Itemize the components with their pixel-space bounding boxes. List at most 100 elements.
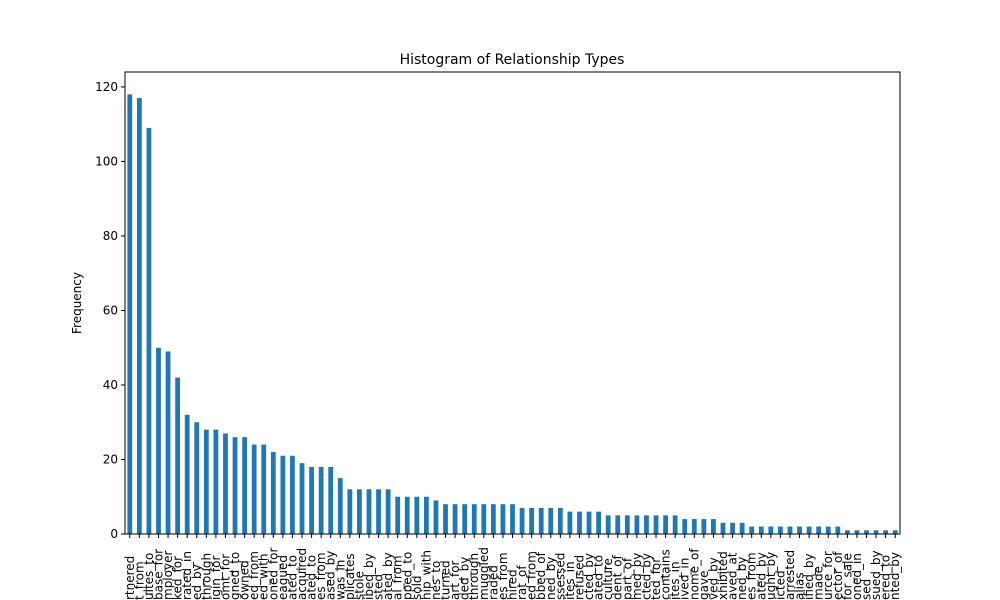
bar [577, 511, 582, 534]
bar [385, 489, 391, 534]
bar [328, 466, 334, 534]
x-tick-label: ted_for [649, 558, 663, 600]
bar [127, 94, 133, 535]
x-tick-label: ed_by [190, 564, 204, 600]
x-tick-label: part_of [620, 557, 634, 600]
bar [309, 466, 314, 534]
bar [376, 489, 381, 534]
x-tick-label: oned_in [850, 553, 864, 600]
x-tick-label: omt_for [218, 554, 232, 600]
y-axis-label: Frequency [70, 272, 84, 334]
bar [634, 515, 640, 534]
bar [624, 515, 630, 534]
x-tick-label: art_for [448, 560, 462, 600]
x-tick-label: hired [506, 569, 520, 600]
x-tick-label: made [812, 566, 826, 600]
bar [892, 530, 898, 534]
bar [653, 515, 659, 534]
x-tick-label: t_from [132, 561, 146, 600]
x-tick-label: gned_to [228, 552, 242, 600]
x-tick-label: sued_by [869, 550, 883, 600]
bar [471, 504, 477, 534]
bar [787, 526, 793, 534]
bar [500, 504, 506, 534]
bar [175, 377, 181, 534]
bar [490, 504, 496, 534]
bar [663, 515, 668, 534]
x-tick-label: rat_of [515, 565, 529, 600]
bar [232, 437, 238, 534]
bar [567, 511, 573, 534]
bar [816, 526, 822, 534]
chart-title: Histogram of Relationship Types [400, 52, 625, 68]
y-tick-label: 40 [103, 378, 118, 392]
bar [825, 526, 831, 534]
x-tick-label: ed_from [247, 551, 261, 600]
x-tick-label: turned [439, 560, 453, 600]
bar [538, 507, 544, 534]
bar [644, 515, 649, 534]
x-tick-label: ered_to [879, 555, 893, 600]
bar [462, 504, 468, 534]
x-tick-label: acquired [295, 548, 309, 600]
bar [290, 455, 295, 534]
x-tick-label: ved_by [706, 557, 720, 600]
x-tick-label: refused [572, 555, 586, 600]
x-tick-label: ified_by [802, 553, 816, 600]
bar [720, 522, 726, 534]
x-tick-label: raded [486, 565, 500, 600]
bar [184, 414, 190, 534]
bar [165, 351, 171, 534]
x-tick-label: sold [410, 575, 424, 600]
x-tick-label: through [199, 553, 213, 600]
bar [404, 496, 410, 534]
x-tick-label: rtnered [123, 556, 137, 600]
bar [395, 496, 401, 534]
x-tick-label: ased_by [324, 551, 338, 600]
bar [854, 530, 860, 534]
bar [778, 526, 783, 534]
bar [519, 507, 525, 534]
y-tick-label: 0 [110, 527, 118, 541]
x-tick-label: es_from [496, 552, 510, 600]
x-tick-label: igin_for [209, 556, 223, 600]
x-tick-label: owned [238, 560, 252, 600]
bar [433, 500, 439, 534]
bar [452, 504, 458, 534]
bar [357, 489, 362, 534]
y-tick-label: 80 [103, 229, 118, 243]
bar [691, 519, 697, 534]
x-tick-label: ived_in [678, 558, 692, 600]
bar [682, 519, 688, 534]
x-tick-label: icted [773, 570, 787, 600]
bar [156, 347, 161, 534]
bar [844, 530, 850, 534]
x-tick-label: aved_at [726, 552, 740, 600]
x-tick-label: nted_by [888, 552, 902, 600]
x-tick-label: culture [601, 558, 615, 600]
x-tick-label: ught_by [764, 552, 778, 600]
bar [213, 429, 219, 534]
x-tick-label: ector_of [831, 551, 845, 600]
bar [251, 444, 257, 534]
bar [711, 519, 716, 534]
x-tick-label: xhibited [716, 551, 730, 600]
y-tick-label: 20 [103, 452, 118, 466]
x-tick-label: mployer [161, 551, 175, 600]
x-tick-label: ibed_by [362, 553, 376, 600]
bar [615, 515, 621, 534]
bar [510, 504, 515, 534]
bar [223, 433, 228, 534]
bar [739, 522, 745, 534]
plot-frame [124, 71, 901, 535]
bar [730, 522, 735, 534]
x-tick-label: base_for [151, 549, 165, 600]
bar [136, 98, 142, 535]
bar [749, 526, 755, 534]
x-tick-label: dent_of [611, 554, 625, 600]
x-tick-label: cted_by [582, 553, 596, 600]
bar [261, 444, 267, 534]
bar [605, 515, 611, 534]
bar [529, 507, 535, 534]
